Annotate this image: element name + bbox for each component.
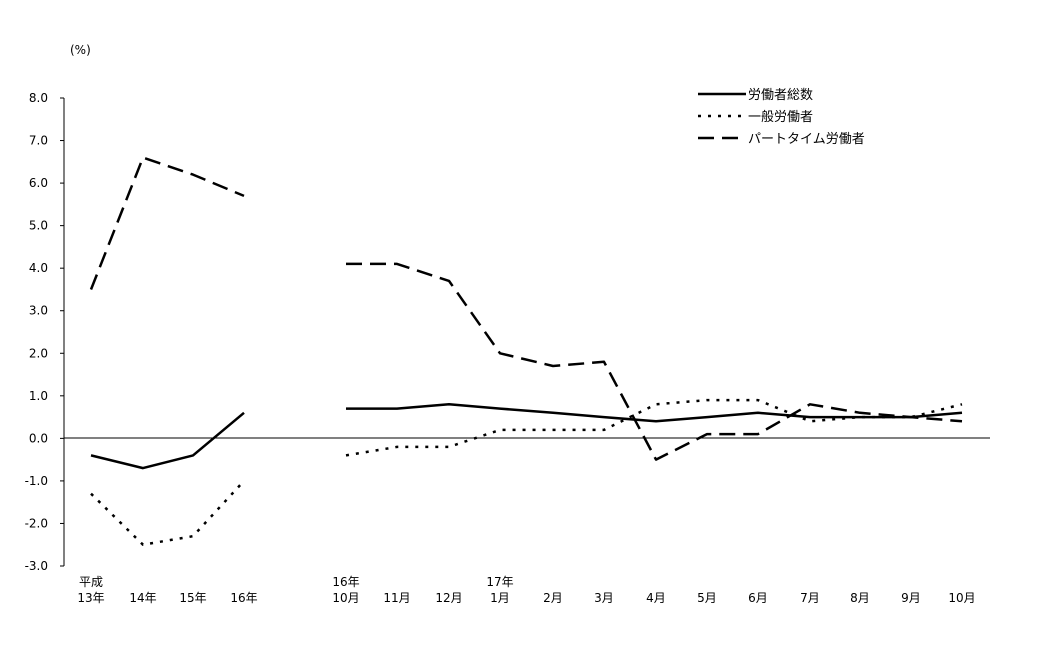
x-category-label: 15年 [179, 591, 206, 605]
x-category-label: 11月 [383, 591, 410, 605]
y-tick-label: 0.0 [29, 431, 48, 445]
x-category-label: 1月 [490, 591, 510, 605]
y-tick-label: 3.0 [29, 304, 48, 318]
y-tick-label: 7.0 [29, 134, 48, 148]
y-tick-label: 4.0 [29, 261, 48, 275]
x-category-label: 17年 [486, 575, 513, 589]
series-line-2-segment-0 [89, 156, 245, 290]
y-axis-unit-label: (%) [70, 43, 91, 57]
legend-label-1: 一般労働者 [748, 109, 813, 125]
series-line-2-segment-1 [346, 262, 963, 461]
x-category-label: 12月 [435, 591, 462, 605]
y-tick-label: 8.0 [29, 91, 48, 105]
y-axis-ticks: 8.0 7.0 6.0 5.0 4.0 3.0 2.0 1.0 0.0 -1.0 -2.0 -3.0 [25, 91, 64, 573]
x-category-label: 3月 [594, 591, 614, 605]
x-category-label: 4月 [646, 591, 666, 605]
series-line-0-segment-0 [90, 411, 245, 470]
series-line-0-segment-1 [346, 403, 963, 423]
y-tick-label: 2.0 [29, 346, 48, 360]
legend-label-2: パートタイム労働者 [748, 132, 865, 147]
y-tick-label: -3.0 [25, 559, 48, 573]
x-category-label: 6月 [748, 591, 768, 605]
x-category-label: 2月 [543, 591, 563, 605]
legend-label-0: 労働者総数 [748, 88, 813, 103]
y-tick-label: 1.0 [29, 389, 48, 403]
x-category-label: 13年 [77, 591, 104, 605]
series-line-1-segment-1 [345, 398, 963, 457]
x-category-label: 平成 [79, 575, 103, 589]
x-category-label: 8月 [850, 591, 870, 605]
y-tick-label: -2.0 [25, 516, 48, 530]
x-category-label: 16年 [230, 591, 257, 605]
x-category-label: 10月 [948, 591, 975, 605]
x-category-label: 9月 [901, 591, 921, 605]
x-axis-category-labels: 平成 13年 14年 15年 16年 16年 10月 11月 12月 17年 1月 2月 3月 4月 5月 6… [77, 575, 975, 605]
x-category-label: 10月 [332, 591, 359, 605]
y-tick-label: 6.0 [29, 176, 48, 190]
x-category-label: 14年 [129, 591, 156, 605]
y-tick-label: -1.0 [25, 474, 48, 488]
y-tick-label: 5.0 [29, 219, 48, 233]
series-lines [89, 156, 963, 546]
series-line-1-segment-0 [90, 480, 245, 546]
x-category-label: 5月 [697, 591, 717, 605]
x-category-label: 16年 [332, 575, 359, 589]
x-category-label: 7月 [800, 591, 820, 605]
